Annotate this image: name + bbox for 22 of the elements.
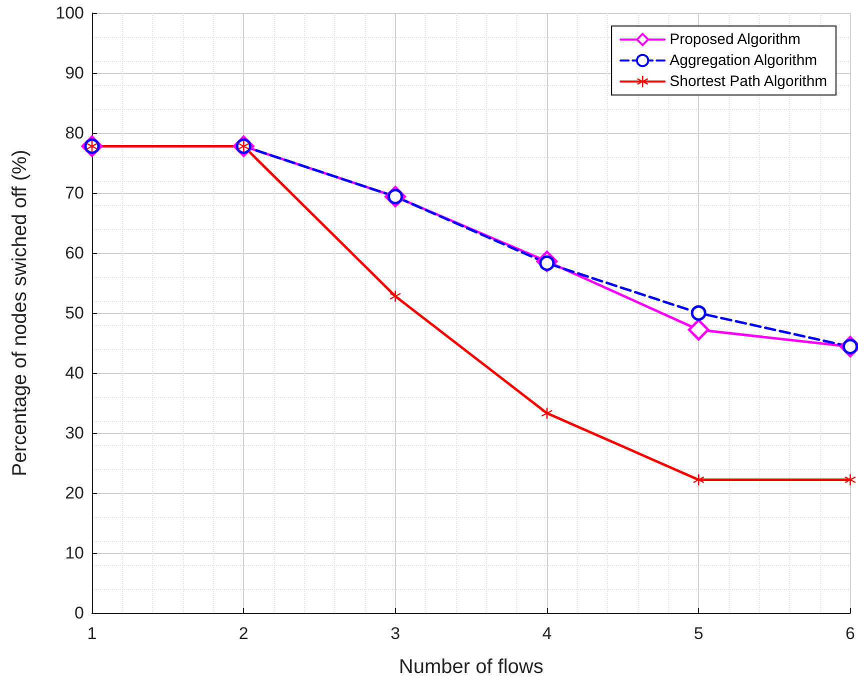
y-tick-label: 50	[65, 304, 84, 322]
x-tick-label: 5	[694, 624, 704, 643]
x-axis-title: Number of flows	[398, 656, 544, 678]
y-tick-label: 80	[65, 124, 84, 142]
x-tick-label: 2	[238, 624, 248, 643]
y-tick-label: 100	[56, 4, 84, 22]
x-tick-label: 4	[542, 624, 552, 643]
x-tick-label: 1	[87, 624, 97, 643]
legend-label: Aggregation Algorithm	[670, 52, 818, 69]
legend-label: Shortest Path Algorithm	[670, 73, 828, 90]
y-tick-label: 10	[65, 544, 84, 562]
x-tick-label: 3	[390, 624, 400, 643]
y-tick-label: 60	[65, 244, 84, 262]
y-tick-label: 0	[74, 604, 84, 622]
y-axis-title: Percentage of nodes swiched off (%)	[9, 150, 31, 476]
y-tick-label: 40	[65, 364, 84, 382]
legend-label: Proposed Algorithm	[670, 31, 800, 48]
y-tick-label: 20	[65, 484, 84, 502]
y-tick-label: 90	[65, 64, 84, 82]
x-tick-label: 6	[846, 624, 856, 643]
y-tick-label: 30	[65, 424, 84, 442]
y-tick-label: 70	[65, 184, 84, 202]
